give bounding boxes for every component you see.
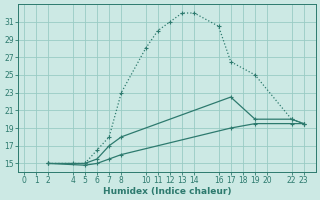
X-axis label: Humidex (Indice chaleur): Humidex (Indice chaleur) xyxy=(103,187,231,196)
